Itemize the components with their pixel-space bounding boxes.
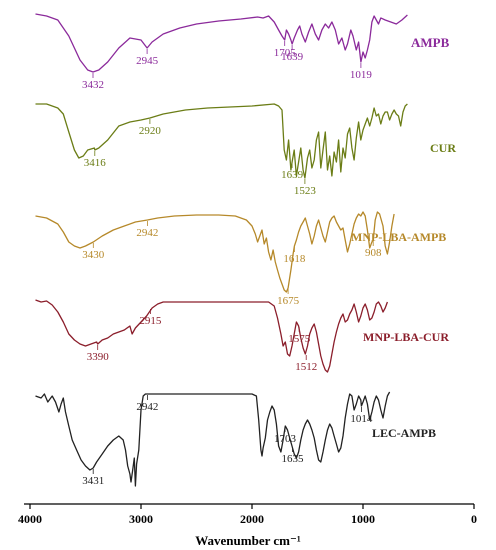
peak-label-mnp-lba-cur-3390: 3390 [87, 351, 110, 363]
series-names: AMPB CUR MNP-LBA-AMPB MNP-LBA-CUR LEC-AMPB [351, 35, 456, 440]
series-name-mnp-lba-ampb: MNP-LBA-AMPB [351, 230, 446, 244]
x-tick-label-3000: 3000 [129, 512, 153, 526]
peak-label-ampb-2945: 2945 [136, 55, 159, 67]
x-tick-label-1000: 1000 [351, 512, 375, 526]
series-name-ampb: AMPB [411, 35, 450, 50]
peak-label-ampb-1639: 1639 [281, 51, 304, 63]
peak-label-cur-1639: 1639 [281, 169, 304, 181]
series-name-cur: CUR [430, 141, 456, 155]
series-line-ampb [35, 13, 408, 73]
peak-label-mnp-lba-cur-2915: 2915 [139, 315, 162, 327]
peak-label-mnp-lba-cur-1575: 1575 [288, 333, 311, 345]
series-name-lec-ampb: LEC-AMPB [372, 426, 436, 440]
peak-label-mnp-lba-ampb-1618: 1618 [283, 253, 306, 265]
peak-label-cur-3416: 3416 [84, 157, 107, 169]
peak-label-mnp-lba-ampb-2942: 2942 [136, 227, 158, 239]
series-line-cur [35, 103, 408, 179]
peak-label-cur-2920: 2920 [139, 125, 162, 137]
peak-label-lec-ampb-2942: 2942 [136, 401, 158, 413]
peak-label-cur-1523: 1523 [294, 185, 317, 197]
spectra-curves [35, 13, 408, 487]
series-line-mnp-lba-cur [35, 299, 389, 373]
peak-label-ampb-1019: 1019 [350, 69, 373, 81]
peak-label-lec-ampb-1014: 1014 [350, 413, 373, 425]
peak-label-lec-ampb-1703: 1703 [274, 433, 297, 445]
x-tick-label-2000: 2000 [240, 512, 264, 526]
series-line-lec-ampb [35, 391, 391, 487]
peak-label-ampb-1705: 1705 [274, 47, 297, 59]
peak-label-mnp-lba-ampb-908: 908 [365, 247, 382, 259]
peak-labels: 3432294517051639101934162920163915233430… [82, 41, 382, 487]
peak-label-mnp-lba-cur-1512: 1512 [295, 361, 317, 373]
peak-label-mnp-lba-ampb-1675: 1675 [277, 295, 300, 307]
x-tick-label-0: 0 [471, 512, 477, 526]
x-axis-title: Wavenumber cm⁻¹ [195, 533, 301, 548]
peak-label-mnp-lba-ampb-3430: 3430 [82, 249, 105, 261]
series-name-mnp-lba-cur: MNP-LBA-CUR [363, 330, 449, 344]
x-axis: 4000 3000 2000 1000 0 [18, 503, 477, 526]
peak-label-lec-ampb-1635: 1635 [282, 453, 305, 465]
peak-label-ampb-3432: 3432 [82, 79, 104, 91]
x-tick-label-4000: 4000 [18, 512, 42, 526]
series-line-mnp-lba-ampb [35, 211, 395, 293]
peak-label-lec-ampb-3431: 3431 [82, 475, 104, 487]
